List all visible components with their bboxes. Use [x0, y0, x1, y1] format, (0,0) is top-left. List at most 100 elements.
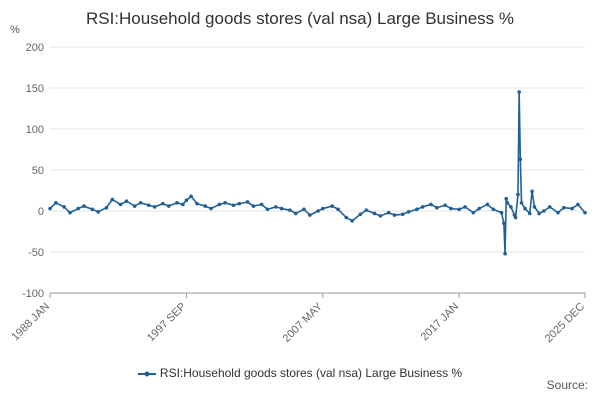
chart-title: RSI:Household goods stores (val nsa) Lar…: [85, 9, 515, 28]
data-point: [320, 206, 325, 211]
data-point: [316, 209, 320, 213]
data-point: [330, 204, 334, 208]
data-point: [443, 203, 447, 208]
data-point: [532, 205, 537, 209]
data-point: [513, 215, 518, 220]
data-point: [68, 210, 72, 215]
data-point: [54, 201, 58, 205]
data-point: [288, 208, 292, 212]
data-point: [530, 189, 534, 194]
data-point: [499, 210, 504, 215]
data-point: [48, 206, 52, 211]
data-point: [184, 198, 189, 203]
data-point: [477, 206, 481, 211]
data-point: [195, 201, 199, 206]
data-point: [358, 212, 363, 217]
y-tick-label: 100: [26, 124, 44, 136]
data-point: [96, 210, 101, 214]
y-tick-label: 50: [32, 165, 44, 177]
x-tick-label: 1997 SEP: [145, 301, 189, 345]
data-point: [350, 219, 354, 223]
x-tick-label: 2007 MAY: [281, 300, 326, 345]
data-point: [463, 205, 467, 209]
data-point: [364, 208, 369, 212]
x-tick-label: 1988 JAN: [9, 301, 52, 344]
data-point: [152, 205, 157, 209]
y-tick-label: 0: [38, 206, 44, 218]
data-point: [491, 207, 496, 212]
data-point: [392, 213, 397, 217]
data-point: [415, 207, 419, 212]
data-point: [124, 199, 129, 203]
data-point: [118, 202, 123, 207]
data-point: [76, 206, 81, 211]
data-point: [570, 206, 574, 211]
data-point: [203, 204, 208, 208]
y-tick-label: -100: [22, 288, 44, 300]
data-point: [420, 205, 425, 209]
data-point: [457, 207, 461, 212]
data-point: [146, 203, 151, 208]
data-point: [509, 205, 513, 209]
data-point: [519, 201, 524, 205]
data-point: [400, 212, 405, 217]
data-point: [62, 205, 66, 209]
data-point: [435, 205, 439, 210]
legend-swatch-icon: [137, 371, 156, 377]
data-point: [372, 211, 377, 216]
data-point: [110, 197, 115, 202]
data-point: [516, 192, 520, 197]
data-point: [537, 211, 541, 216]
data-point: [547, 205, 552, 209]
data-point: [231, 203, 236, 208]
data-point: [308, 213, 312, 217]
data-point: [237, 201, 242, 206]
data-point: [181, 202, 185, 207]
data-point: [517, 90, 521, 94]
data-point: [223, 201, 227, 205]
data-point: [279, 206, 284, 211]
data-point: [104, 205, 109, 210]
data-point: [449, 206, 453, 211]
data-point: [471, 210, 476, 215]
data-point: [504, 196, 509, 201]
source-label: Source:: [546, 378, 588, 392]
x-tick-label: 2025 DEC: [543, 301, 587, 345]
data-point: [485, 202, 490, 207]
data-point: [259, 202, 264, 207]
data-point: [251, 204, 256, 208]
data-point: [265, 207, 270, 212]
data-point: [166, 204, 171, 208]
y-tick-label: -50: [28, 247, 44, 259]
x-tick-label: 2017 JAN: [419, 301, 462, 344]
data-point: [583, 210, 587, 215]
data-point: [138, 201, 143, 205]
data-point: [518, 157, 523, 162]
data-point: [562, 205, 566, 210]
data-point: [503, 251, 507, 256]
data-point: [406, 210, 411, 214]
data-point: [556, 210, 560, 215]
data-point: [161, 201, 165, 206]
data-point: [386, 210, 391, 215]
data-point: [429, 202, 433, 207]
data-point: [273, 205, 278, 209]
data-point: [344, 215, 349, 220]
data-point: [505, 201, 510, 205]
data-point: [336, 207, 340, 212]
data-point: [189, 194, 193, 199]
data-point: [90, 207, 95, 212]
data-point: [576, 202, 580, 207]
y-unit-label: %: [10, 24, 20, 36]
data-point: [523, 206, 527, 211]
y-tick-label: 150: [26, 83, 44, 95]
data-point: [82, 204, 86, 208]
data-point: [293, 211, 298, 216]
data-point: [542, 209, 546, 213]
legend-label: RSI:Household goods stores (val nsa) Lar…: [159, 366, 463, 380]
data-point: [209, 206, 213, 211]
data-point: [502, 221, 506, 226]
y-tick-label: 200: [26, 42, 44, 54]
data-point: [378, 214, 383, 218]
